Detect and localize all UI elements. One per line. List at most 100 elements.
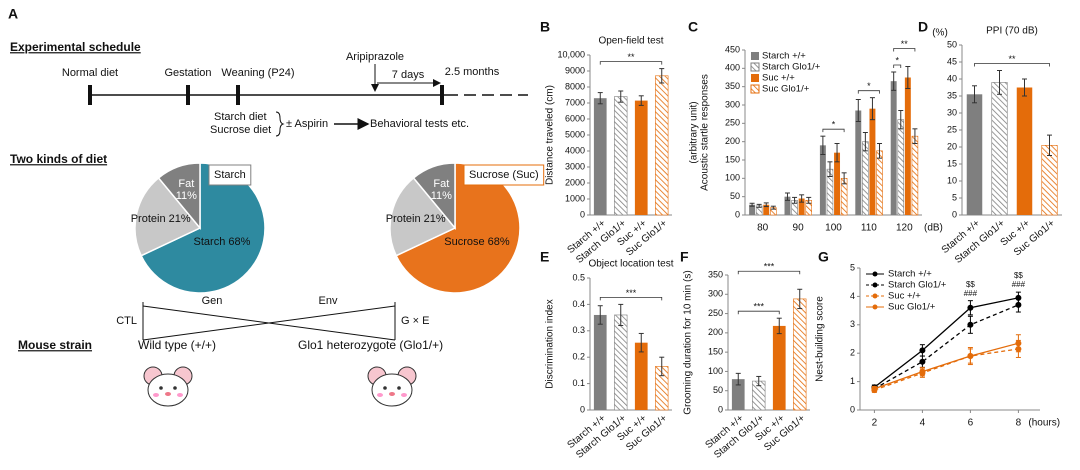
legend-marker <box>872 271 878 277</box>
pie-category: Protein <box>131 213 166 225</box>
pie-label: Fat 11% <box>176 178 197 202</box>
error-bar <box>763 202 769 208</box>
pie-label: Protein 21% <box>386 213 446 225</box>
legend-marker <box>872 282 878 288</box>
legend-swatch <box>751 74 759 82</box>
error-bar <box>638 95 644 106</box>
y-tick-label: 45 <box>947 56 957 66</box>
y-tick-label: 5 <box>952 192 957 202</box>
significance-bracket <box>822 128 845 133</box>
y-tick-label: 400 <box>725 63 740 73</box>
error-bar <box>891 71 897 91</box>
legend-label: Suc Glo1/+ <box>762 84 810 95</box>
y-tick-label: 0 <box>580 404 585 414</box>
significance-label: ** <box>627 52 635 62</box>
bar <box>793 298 807 411</box>
error-bar <box>659 356 665 377</box>
error-bar <box>1047 134 1052 156</box>
y-tick-label: 5000 <box>565 129 585 139</box>
significance-bracket <box>893 64 902 68</box>
significance-bracket <box>893 48 916 52</box>
pie-label: Protein 21% <box>131 213 191 225</box>
annotation: ### <box>964 289 978 298</box>
y-tick-label: 300 <box>725 99 740 109</box>
diet-label: Sucrose diet <box>210 124 271 136</box>
y-tick-label: 350 <box>725 81 740 91</box>
y-tick-label: 4 <box>850 291 855 301</box>
y-tick-label: 30 <box>947 107 957 117</box>
strain-label: Glo1 heterozygote (Glo1/+) <box>298 338 443 352</box>
box-label: Sucrose (Suc) <box>469 169 539 181</box>
marker <box>1015 301 1022 308</box>
pie-value: 21% <box>169 213 191 225</box>
pie-value: 68% <box>228 236 250 248</box>
error-bar <box>756 203 762 208</box>
chart-title: PPI (70 dB) <box>986 26 1038 37</box>
bar <box>655 75 669 216</box>
box-frame <box>208 164 252 186</box>
y-axis-label: Acoustic startle responses <box>700 74 711 191</box>
link-line <box>142 305 396 341</box>
series-line <box>874 304 1019 390</box>
significance-label: *** <box>753 302 764 312</box>
y-tick-label: 100 <box>708 366 723 376</box>
bar <box>819 145 826 215</box>
pie-slice <box>412 162 456 231</box>
interval-label: 7 days <box>392 69 425 81</box>
error-bar <box>618 303 624 327</box>
y-tick-label: 100 <box>725 173 740 183</box>
marker <box>1015 340 1022 347</box>
legend-swatch <box>751 52 759 60</box>
pie-value: 11% <box>176 190 197 202</box>
pie-label: Fat 11% <box>431 178 452 202</box>
pie-slice <box>389 176 457 257</box>
duration-label: 2.5 months <box>445 66 500 78</box>
group-label: G × E <box>401 315 429 327</box>
y-tick-label: 2 <box>850 348 855 358</box>
y-tick-label: 10,000 <box>557 49 585 59</box>
y-tick-label: 2000 <box>565 177 585 187</box>
error-bar <box>792 196 798 204</box>
diet-label: Starch diet <box>214 111 267 123</box>
series-line <box>874 342 1019 390</box>
box-frame <box>463 164 545 186</box>
significance-label: * <box>895 55 899 65</box>
bar <box>869 108 876 215</box>
section-title: Mouse strain <box>18 338 92 352</box>
error-bar <box>638 332 644 353</box>
panel-letter: B <box>540 19 550 35</box>
significance-label: * <box>867 81 871 91</box>
pie-label: Starch 68% <box>194 236 251 248</box>
mouse-icon <box>143 366 193 407</box>
y-tick-label: 450 <box>725 44 740 54</box>
chart-title: Object location test <box>588 259 673 270</box>
annotation: ### <box>1012 280 1026 289</box>
y-axis-label: (arbitrary unit) <box>689 101 700 163</box>
error-bar <box>756 375 762 387</box>
marker <box>967 304 974 311</box>
error-bar <box>841 172 847 185</box>
pie-slice <box>157 162 201 231</box>
drug-label: Aripiprazole <box>346 51 404 63</box>
error-bar <box>869 97 875 121</box>
pie-category: Sucrose <box>444 236 484 248</box>
tests-label: Behavioral tests etc. <box>370 118 469 130</box>
panel-letter: E <box>540 249 549 265</box>
error-bar <box>659 68 665 84</box>
y-tick-label: 200 <box>708 327 723 337</box>
y-tick-label: 150 <box>725 154 740 164</box>
pie-category: Fat <box>178 178 194 190</box>
error-bar <box>898 110 904 130</box>
legend-label: Suc Glo1/+ <box>888 302 936 313</box>
timeline-tick <box>236 85 240 105</box>
legend-swatch <box>750 62 760 72</box>
legend-marker <box>872 293 878 299</box>
panel-letter: C <box>688 19 698 35</box>
panel-letter: G <box>818 249 829 265</box>
error-bar <box>735 372 741 386</box>
error-bar <box>597 92 603 105</box>
significance-bracket <box>737 310 780 315</box>
mouse-icon <box>367 366 417 407</box>
error-bar <box>855 99 861 122</box>
